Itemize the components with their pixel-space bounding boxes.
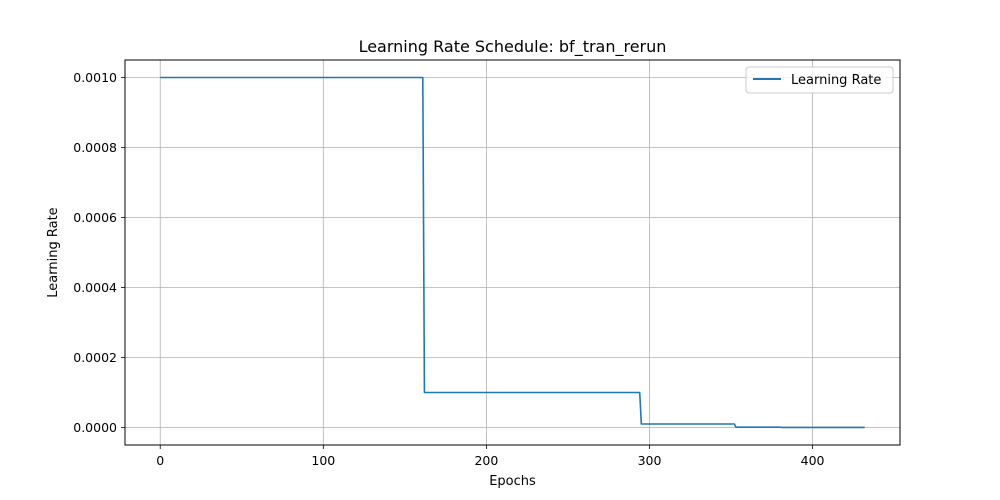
y-tick-label: 0.0006 [73,210,117,225]
ticks: 0 100 200 300 400 0.0000 0.0002 0.0004 0.0006 0.0… [73,70,824,468]
x-tick-label: 100 [311,453,335,468]
y-axis-label: Learning Rate [46,207,61,297]
plot-frame [124,59,901,446]
legend-label: Learning Rate [791,73,881,88]
legend-box [745,66,894,94]
y-tick-label: 0.0004 [73,280,117,295]
series-line-learning-rate [160,76,865,429]
x-tick-label: 200 [474,453,498,468]
y-tick-label: 0.0008 [73,140,117,155]
x-axis-label: Epochs [489,474,536,489]
y-tick-label: 0.0010 [73,70,117,85]
x-tick-label: 300 [638,453,662,468]
series-layer [160,76,865,429]
y-tick-label: 0.0002 [73,350,117,365]
chart-title: Learning Rate Schedule: bf_tran_rerun [359,37,667,57]
y-tick-label: 0.0000 [73,420,117,435]
x-tick-label: 400 [801,453,825,468]
legend: Learning Rate [745,66,894,94]
x-tick-label: 0 [156,453,164,468]
